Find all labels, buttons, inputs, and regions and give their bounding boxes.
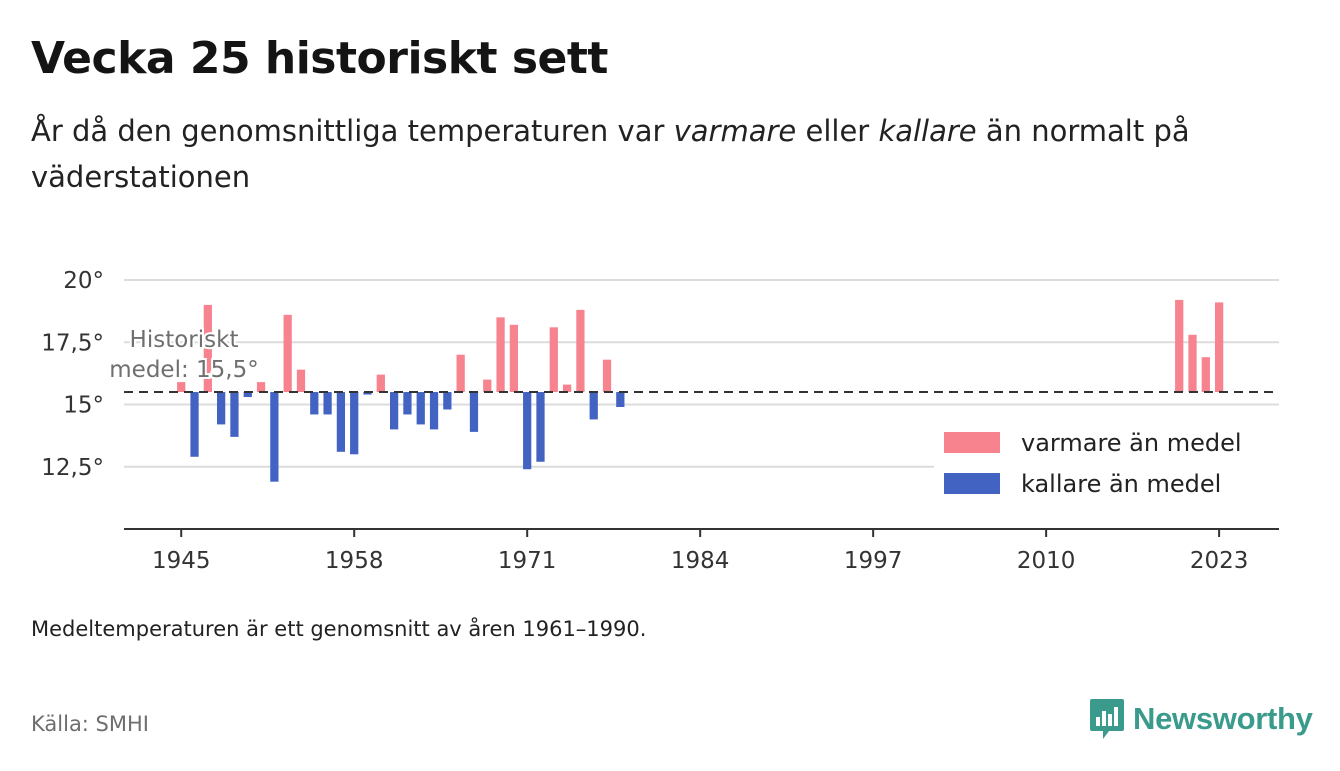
bar-cold: [190, 392, 199, 457]
bar-cold: [589, 392, 598, 420]
bar-cold: [389, 392, 399, 430]
bar-cold: [443, 392, 452, 410]
bar-warm: [177, 382, 186, 393]
axes: 20° 17,5° 15° 12,5° 1945 1958 1971 1984 1997 2010…: [41, 268, 1279, 574]
warm-word: varmare: [673, 114, 797, 148]
bar-cold: [536, 392, 545, 462]
x-tick-label: 1971: [498, 548, 557, 574]
bar-cold: [350, 392, 359, 455]
bar-warm: [562, 384, 572, 393]
legend-label-cold: kallare än medel: [1021, 470, 1221, 498]
cold-word: kallare: [878, 114, 977, 148]
bar-warm: [296, 369, 306, 393]
bar-warm: [602, 359, 612, 393]
y-tick-label: 17,5°: [41, 330, 104, 356]
bar-cold: [363, 392, 372, 395]
bar-cold: [270, 392, 279, 482]
y-tick-label: 12,5°: [41, 455, 104, 481]
legend: varmare än medel kallare än medel: [934, 420, 1279, 506]
bar-cold: [469, 392, 479, 432]
bar-cold: [310, 392, 319, 415]
chart-title: Vecka 25 historiskt sett: [31, 33, 608, 84]
x-tick-label: 2010: [1017, 548, 1076, 574]
bar-warm: [549, 327, 558, 393]
reference-label-line: Historiskt: [130, 327, 239, 353]
chart-subtitle: År då den genomsnittliga temperaturen va…: [31, 114, 1190, 194]
bar-cold: [523, 392, 532, 470]
bar-cold: [323, 392, 332, 415]
bar-cold: [336, 392, 346, 452]
bar-warm: [1188, 334, 1197, 393]
x-tick-label: 1984: [671, 548, 730, 574]
reference-line-group: Historiskt medel: 15,5°: [107, 325, 1279, 394]
legend-label-warm: varmare än medel: [1021, 429, 1242, 457]
bar-warm: [496, 317, 505, 393]
y-tick-label: 15°: [63, 393, 104, 419]
reference-label: Historiskt medel: 15,5°: [109, 327, 258, 383]
bars: [177, 299, 1224, 482]
reference-label-line: medel: 15,5°: [109, 357, 258, 383]
bar-warm: [456, 354, 465, 393]
bar-cold: [243, 392, 252, 398]
bar-warm: [376, 374, 385, 393]
x-tick-label: 2023: [1190, 548, 1249, 574]
brand-name: Newsworthy: [1133, 701, 1313, 736]
bar-cold: [217, 392, 226, 425]
bar-cold: [230, 392, 239, 437]
bar-warm: [203, 304, 212, 393]
temperature-bar-chart: 20° 17,5° 15° 12,5° 1945 1958 1971 1984 1997 2010…: [41, 268, 1279, 574]
bar-cold: [403, 392, 412, 415]
bar-warm: [509, 324, 519, 393]
y-tick-label: 20°: [63, 268, 104, 294]
bar-warm: [483, 379, 492, 393]
x-tick-label: 1958: [325, 548, 384, 574]
legend-swatch-warm: [944, 432, 1000, 453]
bar-cold: [616, 392, 625, 407]
bar-warm: [1214, 302, 1224, 393]
x-tick-label: 1945: [152, 548, 211, 574]
x-tick-label: 1997: [844, 548, 903, 574]
bar-cold: [429, 392, 439, 430]
newsworthy-logo-icon: [1090, 699, 1124, 739]
bar-warm: [1175, 299, 1184, 393]
bar-warm: [256, 382, 266, 393]
bar-cold: [416, 392, 425, 425]
bar-warm: [1201, 357, 1210, 393]
bar-warm: [283, 314, 292, 393]
bar-warm: [576, 309, 585, 393]
source-label: Källa: SMHI: [31, 712, 149, 736]
brand-logo[interactable]: Newsworthy: [1089, 697, 1313, 741]
legend-swatch-cold: [944, 473, 1000, 494]
footnote: Medeltemperaturen är ett genomsnitt av å…: [31, 617, 647, 641]
